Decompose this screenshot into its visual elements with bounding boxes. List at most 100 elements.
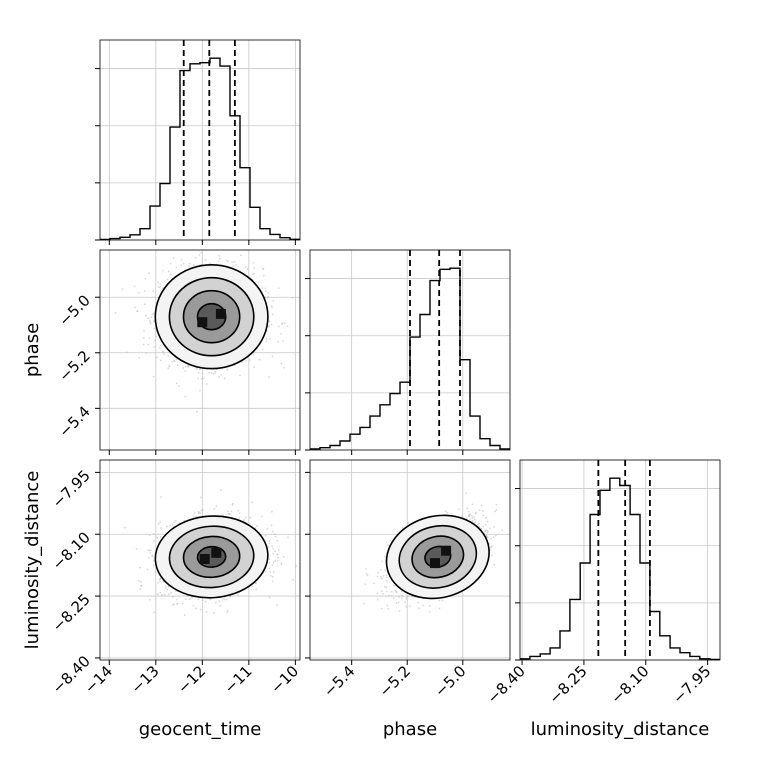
sample-point [157, 523, 160, 525]
sample-point [143, 290, 146, 292]
sample-point [252, 353, 255, 356]
sample-point [204, 259, 207, 261]
sample-point [173, 359, 175, 362]
sample-point [199, 390, 201, 392]
panel-frame [99, 459, 301, 661]
sample-point [168, 365, 171, 368]
sample-point [473, 516, 476, 518]
sample-point [147, 317, 150, 320]
sample-point [398, 610, 401, 612]
sample-point [159, 283, 162, 285]
panel-frame [99, 249, 301, 451]
sample-point [162, 350, 164, 353]
sample-point [268, 596, 271, 599]
sample-point [271, 306, 273, 309]
sample-point [166, 525, 168, 528]
sample-point [385, 576, 388, 579]
sample-point [251, 501, 254, 504]
sample-point [144, 314, 147, 317]
sample-point [171, 360, 174, 363]
sample-point [232, 265, 235, 267]
sample-point [182, 367, 185, 369]
sample-point [274, 560, 277, 563]
sample-point [385, 590, 388, 593]
sample-point [271, 545, 273, 548]
sample-point [268, 542, 271, 545]
sample-point [152, 290, 154, 293]
sample-point [444, 510, 447, 513]
sample-point [407, 521, 410, 524]
sample-point [286, 325, 289, 328]
sample-point [153, 540, 155, 543]
sample-point [167, 270, 170, 273]
sample-point [204, 600, 207, 603]
sample-point [148, 534, 151, 537]
sample-point [243, 519, 246, 522]
sample-point [245, 359, 248, 362]
panel-frame [99, 39, 301, 241]
sample-point [121, 288, 124, 291]
sample-point [270, 305, 273, 307]
sample-point [265, 340, 268, 343]
sample-point [278, 549, 280, 552]
sample-point [271, 575, 274, 578]
sample-point [197, 598, 200, 601]
sample-point [282, 340, 284, 342]
sample-point [493, 525, 495, 528]
sample-point [151, 554, 154, 557]
sample-point [166, 589, 169, 591]
sample-point [246, 268, 249, 270]
sample-point [175, 598, 178, 601]
sample-point [220, 489, 222, 491]
sample-point [264, 534, 267, 537]
sample-point [264, 287, 267, 290]
sample-point [477, 522, 480, 525]
sample-point [149, 322, 152, 325]
sample-point [171, 523, 174, 526]
sample-point [258, 358, 261, 361]
sample-point [199, 512, 202, 514]
sample-point [156, 536, 159, 539]
sample-point [263, 274, 265, 277]
sample-point [238, 517, 241, 519]
sample-point [380, 568, 382, 571]
sample-point [422, 604, 424, 607]
sample-point [271, 313, 274, 316]
histogram-step-line [100, 57, 300, 241]
sample-point [486, 529, 489, 532]
sample-point [144, 278, 147, 280]
sample-point [489, 527, 491, 530]
sample-point [218, 254, 221, 257]
sample-point [160, 496, 162, 498]
sample-point [205, 611, 208, 613]
sample-point [225, 259, 228, 262]
sample-point [264, 290, 267, 293]
sample-point [376, 598, 379, 601]
sample-point [218, 376, 221, 378]
sample-point [473, 518, 476, 521]
sample-point [398, 595, 400, 598]
sample-point [159, 344, 162, 347]
sample-point [277, 325, 280, 328]
sample-point [200, 496, 203, 499]
histogram-panel-phase [305, 249, 511, 455]
sample-point [162, 269, 164, 272]
sample-point [366, 574, 369, 577]
sample-point [267, 546, 270, 548]
sample-point [183, 614, 186, 616]
sample-point [197, 512, 200, 514]
sample-point [197, 371, 200, 374]
sample-point [501, 529, 504, 532]
sample-point [114, 312, 117, 314]
sample-point [180, 258, 183, 261]
sample-point [159, 591, 162, 594]
sample-point [157, 286, 160, 288]
sample-point [202, 599, 204, 602]
sample-point [157, 582, 160, 584]
sample-point [268, 325, 270, 328]
sample-point [202, 377, 205, 380]
sample-point [209, 262, 212, 265]
sample-point [159, 286, 162, 288]
sample-point [218, 258, 221, 260]
sample-point [251, 585, 254, 588]
